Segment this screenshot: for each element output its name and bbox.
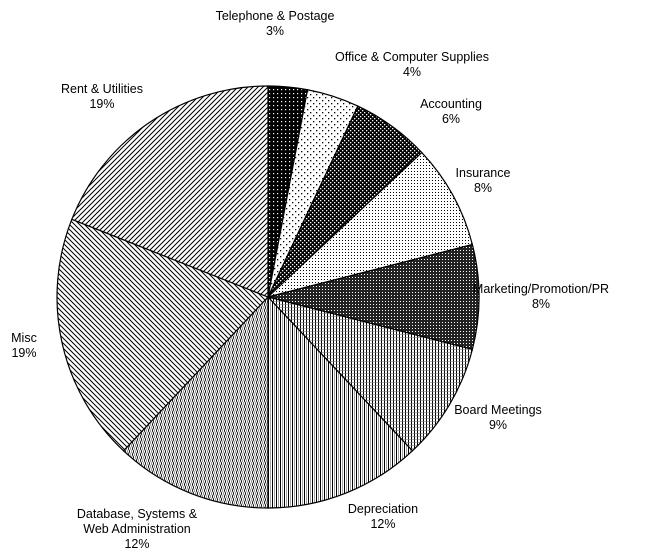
slice-label-4: Marketing/Promotion/PR 8% xyxy=(473,282,609,311)
slice-label-1: Office & Computer Supplies 4% xyxy=(335,50,489,79)
slice-label-2: Accounting 6% xyxy=(420,97,482,126)
pie-slice-rent-utilities xyxy=(71,85,269,298)
pie-slice-misc xyxy=(56,218,270,452)
pie-slice-depreciation xyxy=(267,295,414,509)
slice-label-6: Depreciation 12% xyxy=(348,502,418,531)
slice-label-7: Database, Systems & Web Administration 12% xyxy=(77,507,198,551)
pie-slice-marketing-promotion-pr xyxy=(267,243,480,351)
slice-label-3: Insurance 8% xyxy=(456,166,511,195)
pie-slice-insurance xyxy=(267,151,474,298)
slice-label-0: Telephone & Postage 3% xyxy=(216,9,335,38)
pie-slice-database-systems-web-administration xyxy=(122,295,269,509)
slice-label-8: Misc 19% xyxy=(11,331,37,360)
pie-labels: Telephone & Postage 3%Office & Computer S… xyxy=(11,9,609,551)
pie-slice-board-meetings xyxy=(266,295,474,452)
slice-label-5: Board Meetings 9% xyxy=(454,403,542,432)
pie-slices xyxy=(56,85,480,509)
slice-label-9: Rent & Utilities 19% xyxy=(61,82,143,111)
